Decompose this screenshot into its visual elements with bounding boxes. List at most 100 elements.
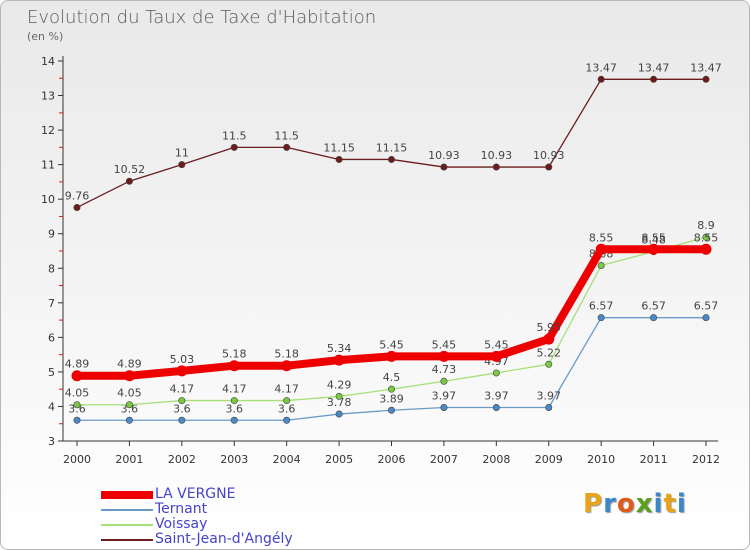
data-label: 3.6 (121, 402, 139, 415)
proxiti-logo: Proxiti (583, 489, 687, 519)
data-label: 3.97 (484, 389, 509, 402)
data-point (387, 155, 395, 163)
data-label: 3.6 (68, 402, 86, 415)
y-tick-label: 7 (48, 297, 55, 310)
y-tick-label: 11 (41, 159, 55, 172)
data-point (73, 416, 81, 424)
data-point (440, 403, 448, 411)
data-label: 4.29 (327, 378, 352, 391)
data-point (230, 143, 238, 151)
data-point (283, 416, 291, 424)
x-tick-label: 2004 (273, 453, 301, 466)
data-label: 6.57 (589, 300, 614, 313)
logo-letter: x (635, 489, 654, 519)
data-label: 3.6 (278, 402, 296, 415)
data-point (648, 243, 660, 255)
data-point (230, 416, 238, 424)
legend-swatch (101, 539, 153, 541)
data-point (543, 333, 555, 345)
data-point (73, 401, 81, 409)
data-label: 5.03 (170, 353, 195, 366)
data-label: 4.05 (117, 387, 142, 400)
data-point (440, 163, 448, 171)
data-label: 4.89 (117, 358, 142, 371)
data-label: 8.55 (694, 231, 719, 244)
data-label: 5.18 (274, 348, 299, 361)
y-tick-label: 10 (41, 193, 55, 206)
data-label: 11.5 (274, 129, 299, 142)
data-label: 11.5 (222, 129, 247, 142)
x-tick-label: 2006 (378, 453, 406, 466)
data-point (123, 370, 135, 382)
data-point (386, 350, 397, 362)
x-tick-label: 2000 (63, 453, 91, 466)
data-point (71, 370, 83, 382)
x-tick-label: 2001 (115, 453, 143, 466)
data-point (492, 403, 500, 411)
data-point (545, 403, 553, 411)
data-point (230, 397, 238, 405)
y-tick-label: 8 (48, 262, 55, 275)
legend-label: Ternant (155, 501, 208, 517)
legend-swatch (101, 524, 153, 526)
data-point (700, 243, 712, 255)
x-tick-label: 2005 (325, 453, 353, 466)
data-label: 5.45 (432, 338, 457, 351)
data-label: 10.93 (428, 149, 460, 162)
data-label: 10.52 (114, 163, 146, 176)
y-tick-label: 5 (48, 366, 55, 379)
data-label: 13.47 (638, 61, 670, 74)
data-label: 3.6 (173, 402, 191, 415)
data-label: 4.5 (383, 371, 401, 384)
y-tick-label: 14 (41, 55, 55, 68)
x-tick-label: 2009 (535, 453, 563, 466)
data-point (702, 233, 710, 241)
data-label: 4.17 (274, 383, 299, 396)
data-label: 3.6 (226, 402, 244, 415)
data-label: 4.17 (170, 383, 195, 396)
legend-swatch (101, 491, 153, 499)
data-label: 6.57 (694, 300, 719, 313)
data-point (125, 401, 133, 409)
data-point (178, 416, 186, 424)
data-point (490, 350, 502, 362)
data-point (597, 314, 605, 322)
data-label: 8.48 (641, 234, 666, 247)
legend-item: Ternant (101, 501, 361, 517)
data-point (650, 75, 658, 83)
data-label: 5.34 (327, 342, 352, 355)
y-tick-label: 9 (48, 228, 55, 241)
legend-label: Voissay (155, 516, 208, 532)
logo-letter: t (663, 489, 677, 519)
data-point (440, 377, 448, 385)
data-point (335, 155, 343, 163)
data-point (283, 397, 291, 405)
data-label: 10.93 (481, 149, 513, 162)
y-tick-label: 12 (41, 124, 55, 137)
data-label: 4.73 (432, 363, 457, 376)
legend-item: Saint-Jean-d'Angély (101, 531, 361, 547)
data-label: 11 (175, 147, 189, 160)
data-label: 4.05 (65, 387, 90, 400)
data-point (333, 354, 345, 366)
data-label: 5.95 (537, 321, 562, 334)
logo-letter: r (603, 489, 617, 519)
data-point (281, 360, 293, 372)
data-label: 13.47 (690, 61, 722, 74)
logo-letter: P (583, 489, 604, 519)
logo-letter: i (653, 489, 664, 519)
data-label: 8.9 (697, 219, 715, 232)
data-point (73, 203, 81, 211)
data-label: 6.57 (641, 300, 666, 313)
data-label: 3.97 (537, 389, 562, 402)
data-point (597, 262, 605, 270)
x-tick-label: 2002 (168, 453, 196, 466)
logo-letter: o (616, 489, 636, 519)
data-point (283, 143, 291, 151)
data-label: 8.55 (641, 231, 666, 244)
data-label: 5.45 (379, 338, 404, 351)
y-tick-label: 13 (41, 90, 55, 103)
x-tick-label: 2008 (482, 453, 510, 466)
